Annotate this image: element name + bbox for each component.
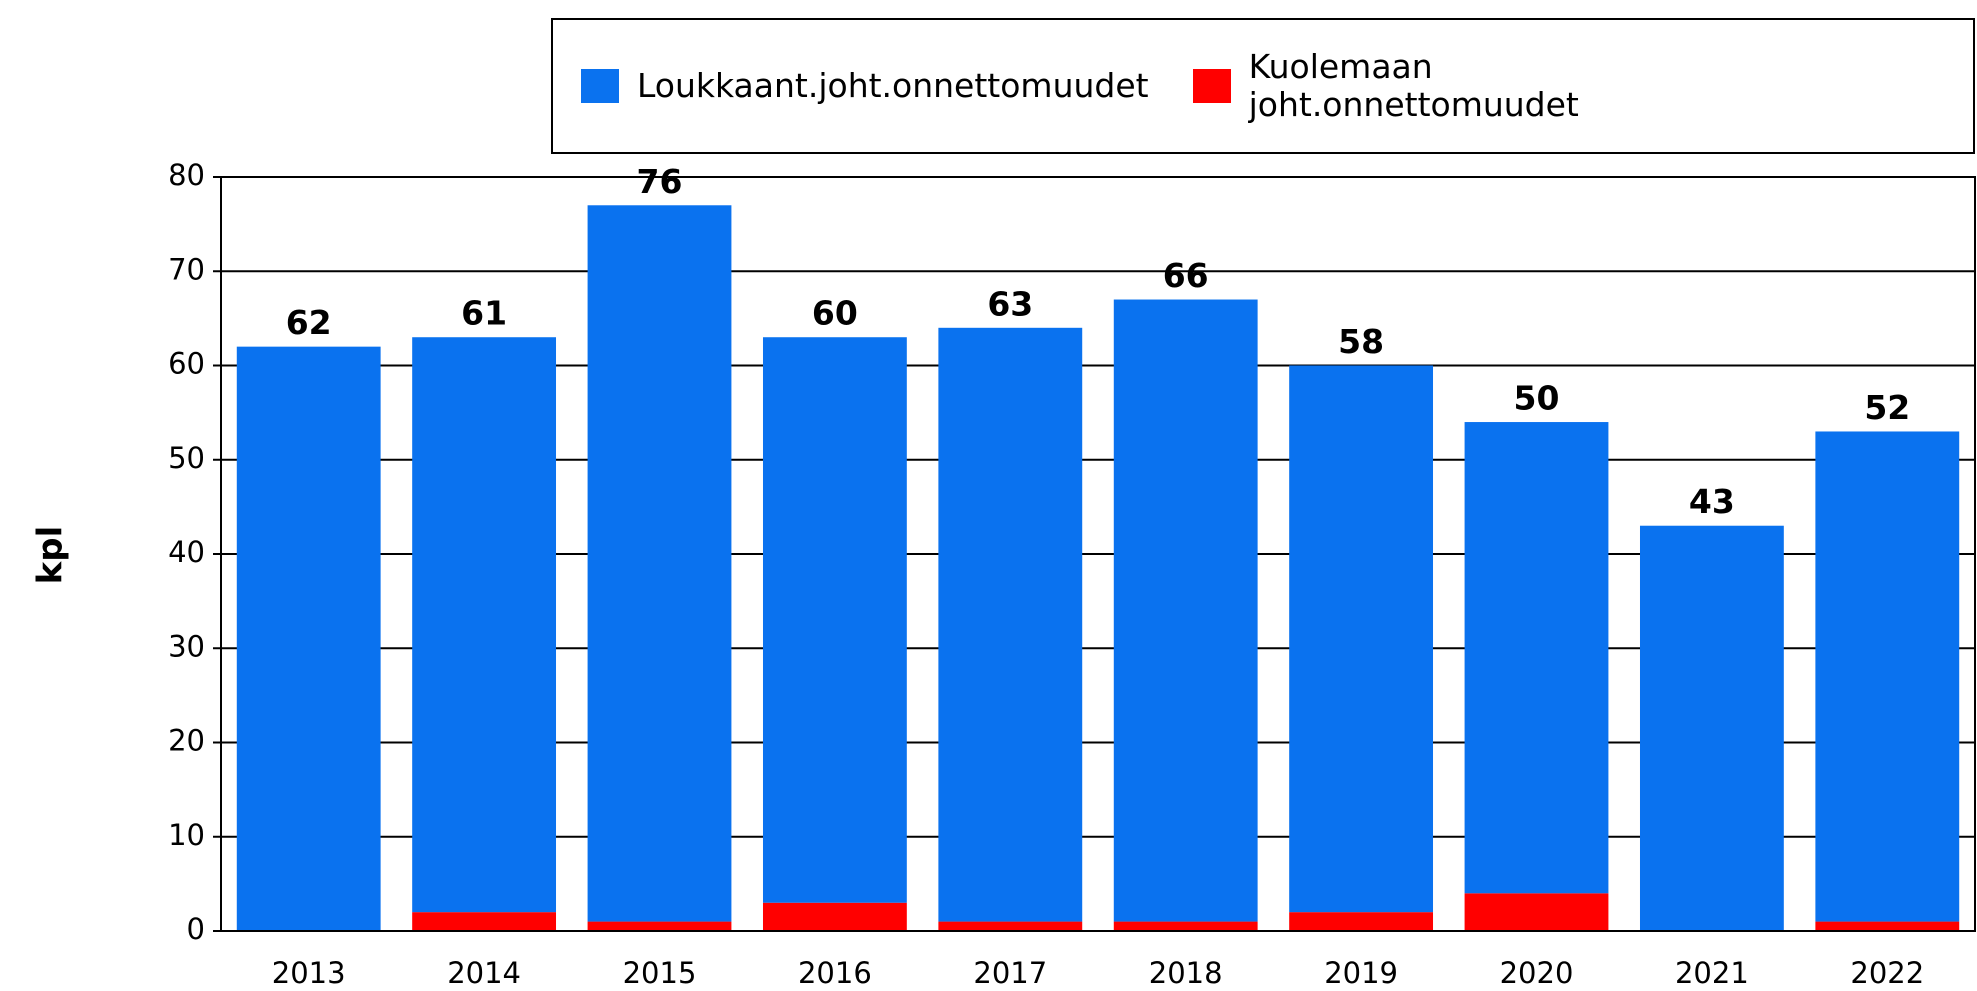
x-tick-label: 2016 bbox=[798, 956, 872, 990]
x-tick-label: 2019 bbox=[1324, 956, 1398, 990]
bar-segment bbox=[1113, 921, 1258, 931]
bar-segment bbox=[762, 337, 907, 903]
bar-segment bbox=[1464, 893, 1609, 931]
y-tick-label: 30 bbox=[168, 629, 205, 663]
y-tick-label: 10 bbox=[168, 818, 205, 852]
bar-segment bbox=[938, 327, 1083, 922]
legend: Loukkaant.joht.onnettomuudet Kuolemaan jo… bbox=[551, 18, 1975, 154]
x-tick-label: 2018 bbox=[1149, 956, 1223, 990]
legend-swatch bbox=[1192, 69, 1231, 103]
x-tick-label: 2017 bbox=[973, 956, 1047, 990]
y-tick-label: 0 bbox=[187, 912, 205, 946]
data-label: 76 bbox=[637, 162, 683, 201]
bar-segment bbox=[412, 912, 557, 931]
data-label: 43 bbox=[1689, 482, 1735, 521]
legend-swatch bbox=[581, 69, 619, 103]
y-tick-label: 60 bbox=[168, 347, 205, 381]
plot-frame bbox=[220, 176, 1976, 932]
x-tick-label: 2015 bbox=[623, 956, 697, 990]
data-label: 50 bbox=[1514, 379, 1560, 418]
bar-segment bbox=[587, 205, 732, 922]
legend-item: Kuolemaan joht.onnettomuudet bbox=[1192, 47, 1649, 124]
legend-label: Loukkaant.joht.onnettomuudet bbox=[637, 66, 1149, 105]
data-label: 66 bbox=[1163, 256, 1209, 295]
bar-segment bbox=[1464, 422, 1609, 894]
data-label: 62 bbox=[286, 303, 332, 342]
data-label: 61 bbox=[461, 294, 507, 333]
y-tick-label: 20 bbox=[168, 724, 205, 758]
bar-segment bbox=[1639, 525, 1784, 931]
y-tick-label: 80 bbox=[168, 158, 205, 192]
legend-label: Kuolemaan joht.onnettomuudet bbox=[1248, 47, 1579, 124]
bar-segment bbox=[1815, 921, 1960, 931]
bar-segment bbox=[762, 902, 907, 931]
y-tick-label: 70 bbox=[168, 252, 205, 286]
x-tick-label: 2021 bbox=[1675, 956, 1749, 990]
x-tick-label: 2013 bbox=[272, 956, 346, 990]
data-label: 60 bbox=[812, 294, 858, 333]
x-tick-label: 2022 bbox=[1850, 956, 1924, 990]
legend-item: Loukkaant.joht.onnettomuudet bbox=[581, 67, 1149, 105]
data-label: 63 bbox=[987, 284, 1033, 323]
x-tick-label: 2014 bbox=[447, 956, 521, 990]
bar-segment bbox=[1113, 299, 1258, 922]
y-tick-label: 50 bbox=[168, 441, 205, 475]
bar-segment bbox=[412, 337, 557, 913]
bar-segment bbox=[587, 921, 732, 931]
bar-segment bbox=[1289, 912, 1434, 931]
bar-segment bbox=[1815, 431, 1960, 922]
y-tick-label: 40 bbox=[168, 535, 205, 569]
data-label: 58 bbox=[1338, 322, 1384, 361]
data-label: 52 bbox=[1864, 388, 1910, 427]
x-tick-label: 2020 bbox=[1500, 956, 1574, 990]
y-axis-label: kpl bbox=[31, 526, 71, 585]
bar-segment bbox=[1289, 365, 1434, 913]
bar-segment bbox=[938, 921, 1083, 931]
bar-segment bbox=[236, 346, 381, 931]
